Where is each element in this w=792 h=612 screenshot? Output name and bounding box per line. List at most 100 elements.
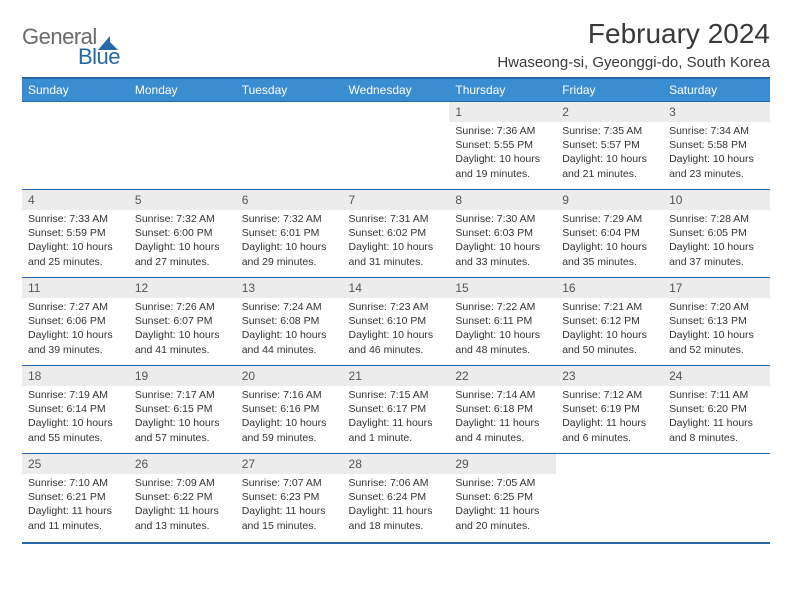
sunset: Sunset: 6:10 PM	[349, 314, 444, 328]
daylight: Daylight: 11 hours and 18 minutes.	[349, 504, 444, 532]
sunset: Sunset: 6:07 PM	[135, 314, 230, 328]
daylight: Daylight: 11 hours and 15 minutes.	[242, 504, 337, 532]
daylight: Daylight: 10 hours and 29 minutes.	[242, 240, 337, 268]
day-body: Sunrise: 7:30 AMSunset: 6:03 PMDaylight:…	[449, 210, 556, 273]
daylight: Daylight: 10 hours and 35 minutes.	[562, 240, 657, 268]
empty-cell	[129, 102, 236, 190]
sunset: Sunset: 6:01 PM	[242, 226, 337, 240]
sunset: Sunset: 6:04 PM	[562, 226, 657, 240]
day-cell: 28Sunrise: 7:06 AMSunset: 6:24 PMDayligh…	[343, 454, 450, 542]
day-body: Sunrise: 7:21 AMSunset: 6:12 PMDaylight:…	[556, 298, 663, 361]
day-number: 16	[556, 278, 663, 298]
sunrise: Sunrise: 7:07 AM	[242, 476, 337, 490]
sunrise: Sunrise: 7:05 AM	[455, 476, 550, 490]
day-number: 21	[343, 366, 450, 386]
daylight: Daylight: 11 hours and 8 minutes.	[669, 416, 764, 444]
month-title: February 2024	[497, 18, 770, 50]
sunrise: Sunrise: 7:14 AM	[455, 388, 550, 402]
sunrise: Sunrise: 7:12 AM	[562, 388, 657, 402]
day-cell: 20Sunrise: 7:16 AMSunset: 6:16 PMDayligh…	[236, 366, 343, 454]
day-number: 2	[556, 102, 663, 122]
day-body: Sunrise: 7:15 AMSunset: 6:17 PMDaylight:…	[343, 386, 450, 449]
sunrise: Sunrise: 7:35 AM	[562, 124, 657, 138]
sunrise: Sunrise: 7:16 AM	[242, 388, 337, 402]
day-number: 17	[663, 278, 770, 298]
bottom-border	[22, 542, 770, 544]
day-body: Sunrise: 7:34 AMSunset: 5:58 PMDaylight:…	[663, 122, 770, 185]
sunset: Sunset: 6:16 PM	[242, 402, 337, 416]
empty-cell	[22, 102, 129, 190]
day-number: 29	[449, 454, 556, 474]
day-cell: 19Sunrise: 7:17 AMSunset: 6:15 PMDayligh…	[129, 366, 236, 454]
day-body: Sunrise: 7:24 AMSunset: 6:08 PMDaylight:…	[236, 298, 343, 361]
day-cell: 14Sunrise: 7:23 AMSunset: 6:10 PMDayligh…	[343, 278, 450, 366]
day-header: Monday	[129, 78, 236, 102]
day-body: Sunrise: 7:11 AMSunset: 6:20 PMDaylight:…	[663, 386, 770, 449]
day-body: Sunrise: 7:22 AMSunset: 6:11 PMDaylight:…	[449, 298, 556, 361]
day-cell: 21Sunrise: 7:15 AMSunset: 6:17 PMDayligh…	[343, 366, 450, 454]
day-body: Sunrise: 7:36 AMSunset: 5:55 PMDaylight:…	[449, 122, 556, 185]
day-cell: 12Sunrise: 7:26 AMSunset: 6:07 PMDayligh…	[129, 278, 236, 366]
empty-cell	[663, 454, 770, 542]
day-body: Sunrise: 7:12 AMSunset: 6:19 PMDaylight:…	[556, 386, 663, 449]
sunrise: Sunrise: 7:19 AM	[28, 388, 123, 402]
day-cell: 4Sunrise: 7:33 AMSunset: 5:59 PMDaylight…	[22, 190, 129, 278]
day-number: 3	[663, 102, 770, 122]
day-number: 23	[556, 366, 663, 386]
sunrise: Sunrise: 7:27 AM	[28, 300, 123, 314]
calendar-table: SundayMondayTuesdayWednesdayThursdayFrid…	[22, 77, 770, 542]
sunrise: Sunrise: 7:15 AM	[349, 388, 444, 402]
day-cell: 22Sunrise: 7:14 AMSunset: 6:18 PMDayligh…	[449, 366, 556, 454]
day-cell: 1Sunrise: 7:36 AMSunset: 5:55 PMDaylight…	[449, 102, 556, 190]
sunrise: Sunrise: 7:06 AM	[349, 476, 444, 490]
day-cell: 24Sunrise: 7:11 AMSunset: 6:20 PMDayligh…	[663, 366, 770, 454]
logo: GeneralBlue	[22, 18, 120, 70]
empty-cell	[343, 102, 450, 190]
daylight: Daylight: 11 hours and 11 minutes.	[28, 504, 123, 532]
calendar-body: 1Sunrise: 7:36 AMSunset: 5:55 PMDaylight…	[22, 102, 770, 542]
sunrise: Sunrise: 7:17 AM	[135, 388, 230, 402]
daylight: Daylight: 10 hours and 55 minutes.	[28, 416, 123, 444]
day-cell: 6Sunrise: 7:32 AMSunset: 6:01 PMDaylight…	[236, 190, 343, 278]
sunrise: Sunrise: 7:26 AM	[135, 300, 230, 314]
sunrise: Sunrise: 7:32 AM	[135, 212, 230, 226]
day-cell: 13Sunrise: 7:24 AMSunset: 6:08 PMDayligh…	[236, 278, 343, 366]
sunset: Sunset: 6:25 PM	[455, 490, 550, 504]
daylight: Daylight: 11 hours and 4 minutes.	[455, 416, 550, 444]
daylight: Daylight: 11 hours and 20 minutes.	[455, 504, 550, 532]
sunset: Sunset: 6:14 PM	[28, 402, 123, 416]
sunrise: Sunrise: 7:34 AM	[669, 124, 764, 138]
day-body: Sunrise: 7:14 AMSunset: 6:18 PMDaylight:…	[449, 386, 556, 449]
title-block: February 2024 Hwaseong-si, Gyeonggi-do, …	[497, 18, 770, 71]
day-cell: 18 Sunrise: 7:19 AMSunset: 6:14 PMDayligh…	[22, 366, 129, 454]
day-cell: 27Sunrise: 7:07 AMSunset: 6:23 PMDayligh…	[236, 454, 343, 542]
daylight: Daylight: 10 hours and 41 minutes.	[135, 328, 230, 356]
day-cell: 16Sunrise: 7:21 AMSunset: 6:12 PMDayligh…	[556, 278, 663, 366]
day-body: Sunrise: 7:26 AMSunset: 6:07 PMDaylight:…	[129, 298, 236, 361]
day-number: 5	[129, 190, 236, 210]
day-number: 1	[449, 102, 556, 122]
sunset: Sunset: 5:59 PM	[28, 226, 123, 240]
day-body: Sunrise: 7:27 AMSunset: 6:06 PMDaylight:…	[22, 298, 129, 361]
day-body: Sunrise: 7:32 AMSunset: 6:01 PMDaylight:…	[236, 210, 343, 273]
sunset: Sunset: 6:11 PM	[455, 314, 550, 328]
sunrise: Sunrise: 7:36 AM	[455, 124, 550, 138]
day-cell: 10Sunrise: 7:28 AMSunset: 6:05 PMDayligh…	[663, 190, 770, 278]
week-row: 25Sunrise: 7:10 AMSunset: 6:21 PMDayligh…	[22, 454, 770, 542]
day-cell: 25Sunrise: 7:10 AMSunset: 6:21 PMDayligh…	[22, 454, 129, 542]
daylight: Daylight: 10 hours and 37 minutes.	[669, 240, 764, 268]
day-header: Wednesday	[343, 78, 450, 102]
daylight: Daylight: 11 hours and 6 minutes.	[562, 416, 657, 444]
daylight: Daylight: 10 hours and 50 minutes.	[562, 328, 657, 356]
sunset: Sunset: 6:17 PM	[349, 402, 444, 416]
day-number: 18	[22, 366, 129, 386]
sunrise: Sunrise: 7:33 AM	[28, 212, 123, 226]
day-body: Sunrise: 7:33 AMSunset: 5:59 PMDaylight:…	[22, 210, 129, 273]
daylight: Daylight: 10 hours and 48 minutes.	[455, 328, 550, 356]
sunrise: Sunrise: 7:31 AM	[349, 212, 444, 226]
day-header: Sunday	[22, 78, 129, 102]
day-number: 4	[22, 190, 129, 210]
sunset: Sunset: 6:08 PM	[242, 314, 337, 328]
day-cell: 29 Sunrise: 7:05 AMSunset: 6:25 PMDayligh…	[449, 454, 556, 542]
day-cell: 8Sunrise: 7:30 AMSunset: 6:03 PMDaylight…	[449, 190, 556, 278]
